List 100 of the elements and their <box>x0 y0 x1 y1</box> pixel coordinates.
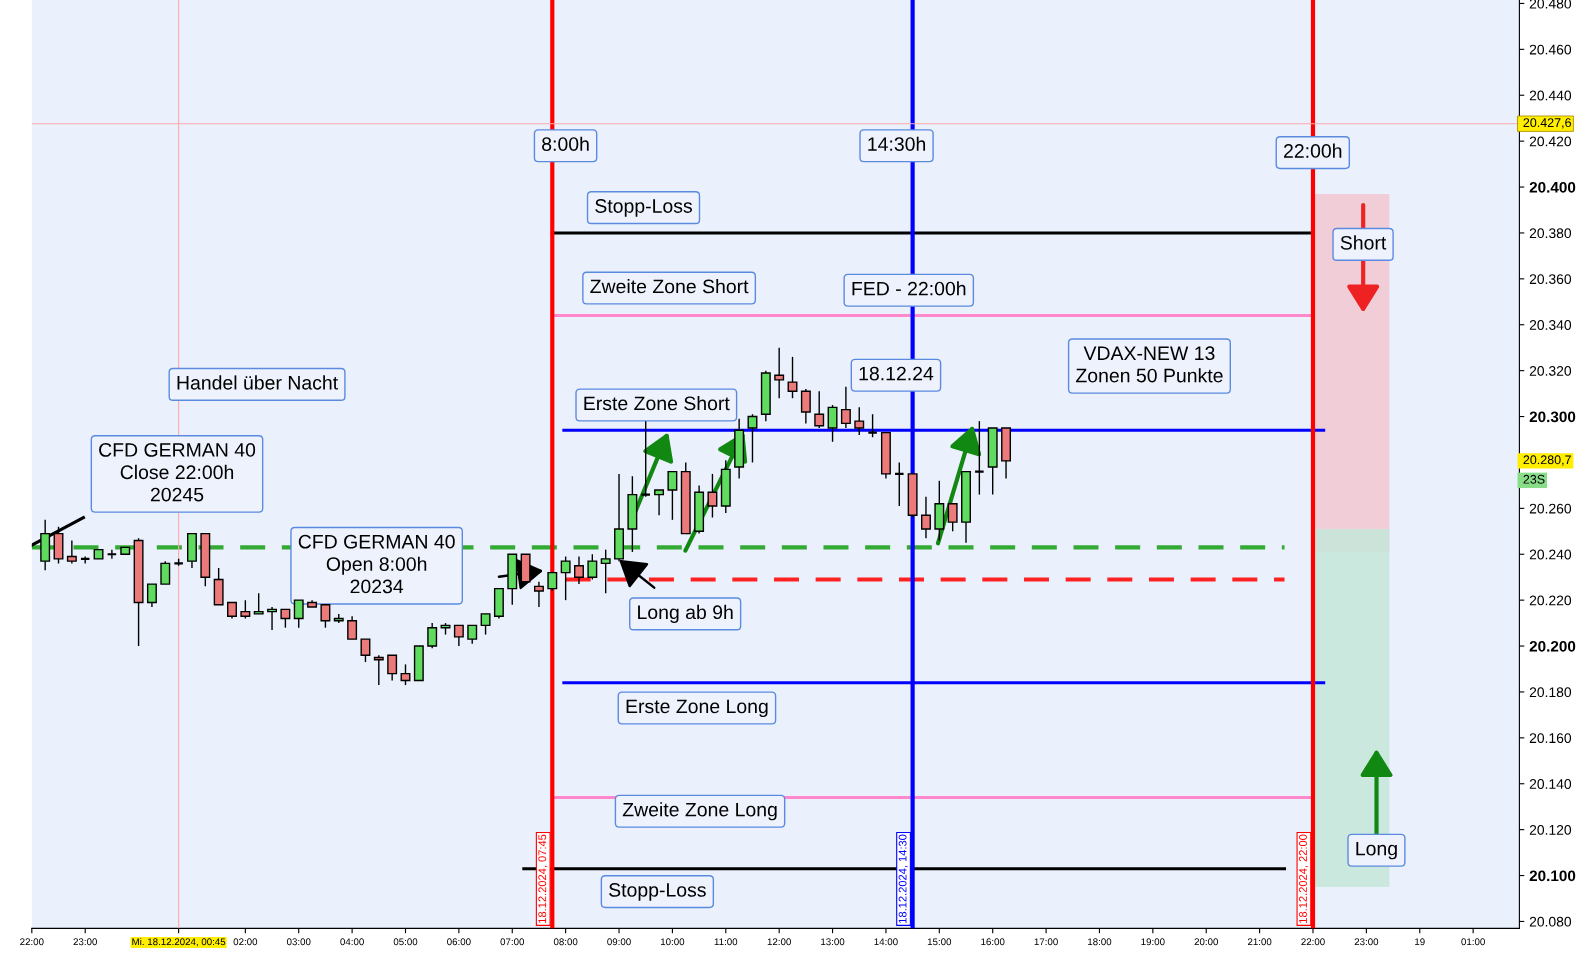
x-tick-label: 18:00 <box>1088 938 1112 946</box>
y-tick-label: 20.240 <box>1529 549 1572 560</box>
candlestick <box>66 539 77 565</box>
candlestick <box>547 571 558 592</box>
y-tick-label: 20.140 <box>1529 779 1572 789</box>
x-tick-label: 10:00 <box>660 938 685 946</box>
candlestick <box>560 555 571 601</box>
y-tick-label: 20.400 <box>1529 181 1576 193</box>
candlestick <box>827 404 838 443</box>
x-tick-label: 06:00 <box>447 938 471 946</box>
x-tick-label: 14:00 <box>874 938 898 946</box>
y-tick-label: 20.320 <box>1529 365 1572 376</box>
candlestick <box>453 624 464 647</box>
candlestick <box>240 599 251 620</box>
ref-line-label: 18.12.2024, 22:00 <box>1299 834 1309 923</box>
candlestick <box>947 503 958 532</box>
y-tick-label: 20.080 <box>1529 916 1572 927</box>
annotation: 18.12.24 <box>859 366 934 381</box>
x-tick-label: 09:00 <box>607 938 631 946</box>
candlestick <box>373 654 384 686</box>
x-tick-label: 15:00 <box>927 938 952 946</box>
x-tick-label: 21:00 <box>1247 938 1272 946</box>
candlestick <box>854 406 865 436</box>
candlestick <box>787 356 798 399</box>
x-tick-label: 03:00 <box>286 938 311 946</box>
x-tick-label: 22:00 <box>20 938 44 946</box>
annotation: CFD GERMAN 40 Close 22:00h 20245 <box>99 443 256 502</box>
x-tick-label: 11:00 <box>714 938 738 946</box>
candlestick <box>667 470 678 521</box>
annotation: Short <box>1340 235 1387 250</box>
x-tick-label: 13:00 <box>821 938 845 946</box>
y-tick-label: 20.440 <box>1529 90 1572 101</box>
annotation: Zweite Zone Short <box>590 279 749 294</box>
y-tick-label: 20.260 <box>1529 503 1572 514</box>
annotation: Long <box>1356 841 1397 860</box>
text: 20.280,7 <box>1523 455 1571 466</box>
annotation: Long ab 9h <box>638 604 733 623</box>
candlestick <box>387 654 398 682</box>
text: 23S <box>1523 474 1545 484</box>
candlestick <box>253 592 264 615</box>
ref-line-label: 18.12.2024, 07:45 <box>538 834 548 923</box>
annotation: FED - 22:00h <box>852 281 966 296</box>
x-tick-label: Mi. 18.12.2024, 00:45 <box>132 938 226 947</box>
candlestick <box>280 608 291 629</box>
x-tick-label: 19 <box>1415 938 1425 946</box>
x-tick-label: 17:00 <box>1034 938 1058 946</box>
candlestick <box>600 548 611 594</box>
x-tick-label: 07:00 <box>500 938 525 946</box>
y-tick-label: 20.460 <box>1529 44 1572 55</box>
x-tick-label: 02:00 <box>233 938 258 946</box>
candlestick <box>480 613 491 636</box>
annotation: Stopp-Loss <box>595 199 692 217</box>
annotation: Stopp-Loss <box>609 883 706 901</box>
candlestick <box>800 388 811 425</box>
candlestick <box>533 581 544 608</box>
candlestick <box>293 599 304 629</box>
y-tick-label: 20.340 <box>1529 320 1572 330</box>
annotation: 14:30h <box>868 136 926 151</box>
y-tick-label: 20.200 <box>1529 640 1576 652</box>
candlestick <box>921 496 931 539</box>
annotation: Erste Zone Long <box>626 699 768 718</box>
candlestick <box>774 346 785 399</box>
candlestick <box>320 604 331 629</box>
y-tick-label: 20.380 <box>1529 228 1572 239</box>
candlestick <box>574 555 584 585</box>
candlestick <box>467 624 478 645</box>
annotation: Handel über Nacht <box>177 375 338 390</box>
annotation: VDAX-NEW 13 Zonen 50 Punkte <box>1076 346 1223 383</box>
x-tick-label: 04:00 <box>340 938 364 946</box>
y-tick-label: 20.180 <box>1529 687 1572 698</box>
ref-line-label: 18.12.2024, 14:30 <box>898 834 908 923</box>
candlestick <box>427 622 438 650</box>
candlestick <box>587 553 598 581</box>
x-tick-label: 20:00 <box>1194 938 1219 946</box>
annotation: Zweite Zone Long <box>622 802 777 821</box>
candlestick <box>146 583 157 608</box>
annotation: CFD GERMAN 40 Open 8:00h 20234 <box>298 534 455 594</box>
y-tick-label: 20.360 <box>1529 274 1572 285</box>
candlestick <box>654 489 665 516</box>
x-tick-label: 08:00 <box>553 938 578 946</box>
x-tick-label: 05:00 <box>393 938 418 946</box>
candlestick <box>160 560 171 585</box>
y-tick-label: 20.100 <box>1529 870 1576 882</box>
candlestick <box>814 390 825 429</box>
candlestick <box>840 386 851 429</box>
x-tick-label: 19:00 <box>1141 938 1165 946</box>
y-tick-label: 20.300 <box>1529 411 1576 423</box>
x-tick-label: 23:00 <box>73 938 97 946</box>
candlestick <box>360 638 371 663</box>
candlestick <box>747 413 758 464</box>
y-tick-label: 20.220 <box>1529 595 1572 606</box>
ref-line-label: 20.427,6 <box>1523 118 1571 129</box>
annotation: 8:00h <box>542 136 589 151</box>
x-tick-label: 12:00 <box>767 938 791 946</box>
x-tick-label: 16:00 <box>981 938 1005 946</box>
annotation: 22:00h <box>1284 143 1342 158</box>
y-tick-label: 20.120 <box>1529 824 1572 835</box>
x-tick-label: 23:00 <box>1354 938 1379 946</box>
x-tick-label: 22:00 <box>1301 938 1325 946</box>
y-tick-label: 20.160 <box>1529 733 1572 744</box>
